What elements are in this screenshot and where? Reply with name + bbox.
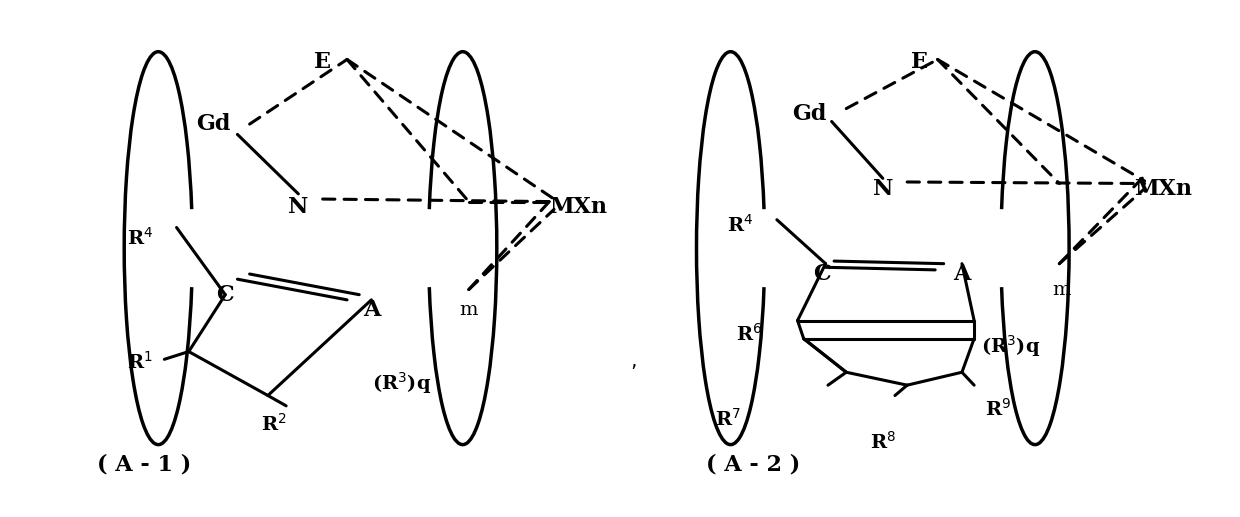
Text: N: N bbox=[873, 178, 893, 200]
Text: R$^4$: R$^4$ bbox=[727, 214, 754, 236]
Text: A: A bbox=[362, 299, 381, 321]
Text: ( A - 1 ): ( A - 1 ) bbox=[98, 453, 192, 476]
Text: ( A - 2 ): ( A - 2 ) bbox=[707, 453, 801, 476]
Text: (R$^3$)q: (R$^3$)q bbox=[372, 370, 432, 396]
Text: Gd: Gd bbox=[792, 103, 827, 125]
Text: A: A bbox=[954, 263, 971, 285]
Text: E: E bbox=[911, 51, 928, 73]
Text: R$^9$: R$^9$ bbox=[986, 398, 1012, 419]
Text: m: m bbox=[460, 301, 479, 319]
Text: MXn: MXn bbox=[549, 196, 608, 218]
Text: R$^7$: R$^7$ bbox=[715, 408, 742, 430]
Text: C: C bbox=[813, 263, 831, 285]
Text: C: C bbox=[217, 284, 234, 306]
Text: Gd: Gd bbox=[196, 113, 231, 135]
Text: N: N bbox=[288, 196, 309, 218]
Text: ’: ’ bbox=[630, 363, 636, 382]
Text: R$^8$: R$^8$ bbox=[869, 431, 895, 453]
Text: (R$^3$)q: (R$^3$)q bbox=[981, 333, 1040, 359]
Text: m: m bbox=[1053, 281, 1071, 298]
Text: R$^1$: R$^1$ bbox=[128, 351, 153, 373]
Text: R$^6$: R$^6$ bbox=[735, 323, 761, 344]
Text: R$^4$: R$^4$ bbox=[126, 227, 154, 249]
Text: E: E bbox=[314, 51, 331, 73]
Text: MXn: MXn bbox=[1133, 178, 1192, 200]
Text: R$^2$: R$^2$ bbox=[262, 413, 286, 435]
